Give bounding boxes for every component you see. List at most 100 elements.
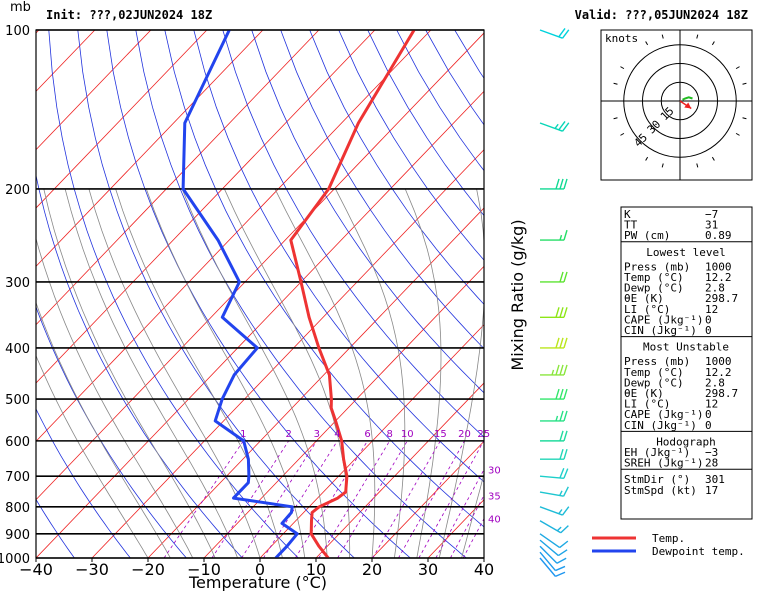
index-label: Temp (°C) — [624, 366, 684, 379]
index-label: StmSpd (kt) — [624, 484, 697, 497]
index-label: θE (K) — [624, 292, 664, 305]
index-value: 1000 — [705, 355, 732, 368]
wind-barb — [539, 539, 568, 557]
pressure-tick-label: 1000 — [0, 552, 30, 567]
sounding-profiles — [181, 30, 416, 558]
dry-adiabat — [338, 30, 484, 261]
index-value: 12.2 — [705, 271, 732, 284]
wind-barb-flag — [563, 388, 568, 400]
pressure-tick-label: 800 — [5, 501, 30, 516]
dry-adiabat — [251, 30, 484, 394]
wind-barb-flag — [559, 540, 569, 549]
wind-barb-flag — [558, 549, 568, 557]
mixing-ratio-line — [211, 440, 290, 558]
mixing-ratio-label: 6 — [364, 429, 370, 440]
wind-barb — [540, 430, 568, 442]
wind-barb-flag — [555, 307, 560, 318]
mixing-ratio-label: 10 — [401, 429, 414, 440]
mixing-ratio-label: 30 — [488, 466, 501, 477]
isotherm-line — [36, 30, 376, 384]
mixing-ratio-line — [418, 440, 484, 558]
index-label: StmDir (°) — [624, 473, 690, 486]
index-label: EH (Jkg⁻¹) — [624, 446, 690, 459]
pressure-tick-label: 600 — [5, 435, 30, 450]
temperature-tick-label: 40 — [474, 560, 494, 579]
pressure-unit-label: mb — [10, 0, 31, 15]
index-value: 12 — [705, 398, 718, 411]
wind-barb-flag — [559, 307, 564, 318]
wind-barb-flag — [558, 121, 566, 131]
indices-table-frame — [620, 206, 753, 520]
wind-barb-flag — [563, 430, 568, 442]
index-label: CAPE (Jkg⁻¹) — [624, 408, 703, 421]
wind-barb-flag — [563, 468, 569, 479]
wind-barb-half-flag — [556, 526, 562, 532]
moist-adiabat — [64, 188, 238, 558]
hodograph-tick — [613, 82, 618, 85]
pressure-tick-label: 700 — [5, 470, 30, 485]
mixing-ratio-label: 15 — [434, 429, 447, 440]
wind-barb-staff — [539, 533, 561, 549]
hodograph-tick — [735, 132, 740, 136]
moist-adiabat — [461, 472, 484, 558]
valid-time: Valid: ???,05JUN2024 18Z — [575, 8, 748, 22]
wind-barb — [539, 545, 567, 564]
hodograph-ring — [623, 44, 737, 158]
index-label: Press (mb) — [624, 260, 690, 273]
legend-temp-label: Temp. — [652, 532, 685, 545]
mixing-ratio-line — [398, 440, 465, 558]
wind-barb — [540, 388, 568, 400]
wind-barb-flag — [561, 29, 570, 39]
wind-barb — [540, 307, 568, 318]
wind-barb — [539, 533, 569, 549]
wind-barb-flag — [563, 178, 568, 190]
isotherm-line — [315, 382, 484, 558]
wind-barb — [540, 410, 568, 422]
hodograph-tick — [620, 66, 625, 70]
wind-barb-flag — [555, 565, 566, 572]
wind-barb-flag — [559, 337, 564, 349]
wind-barb-flag — [563, 337, 568, 349]
hodograph-tick — [645, 41, 649, 46]
hodograph-tick — [696, 163, 699, 168]
index-label: Dewp (°C) — [624, 282, 684, 295]
index-value: 0 — [705, 313, 712, 326]
index-value: −7 — [705, 208, 718, 221]
wind-barb-flag — [560, 525, 569, 534]
mixing-ratio-label: 3 — [314, 429, 320, 440]
hodograph-tick — [742, 117, 747, 120]
wind-barb — [539, 551, 566, 572]
temperature-tick-label: 10 — [306, 560, 326, 579]
wind-barb-staff — [539, 557, 556, 577]
wind-barb-flag — [555, 337, 560, 349]
wind-barb — [539, 121, 570, 132]
index-value: 28 — [705, 457, 718, 470]
wind-barb-flag — [563, 307, 568, 318]
temperature-tick-labels: −40 −30 −20 −10 0 10 20 30 40 — [19, 558, 494, 579]
dry-adiabat — [36, 408, 131, 558]
wind-barb — [540, 364, 568, 376]
hodograph-tick — [711, 156, 715, 161]
dry-adiabat — [193, 30, 484, 483]
storm-motion-arrowhead — [684, 102, 692, 109]
index-label: CAPE (Jkg⁻¹) — [624, 313, 703, 326]
temperature-tick-label: −20 — [131, 560, 165, 579]
index-label: θE (K) — [624, 387, 664, 400]
wind-barb — [540, 229, 568, 241]
wind-barb-half-flag — [558, 509, 563, 515]
dry-adiabat — [77, 30, 355, 558]
temperature-tick-label: −10 — [187, 560, 221, 579]
mixing-ratio-label: 35 — [488, 491, 501, 502]
index-value: 1000 — [705, 260, 732, 273]
mixing-ratio-label: 2 — [286, 429, 292, 440]
index-label: Dewp (°C) — [624, 376, 684, 389]
dewpoint-profile-line — [181, 30, 299, 558]
x-axis-title: Temperature (°C) — [188, 573, 327, 591]
wind-barb-flag — [559, 467, 565, 479]
wind-barb-staff — [539, 539, 559, 557]
temperature-profile-line — [289, 30, 416, 558]
wind-barb-flag — [559, 364, 564, 376]
init-time: Init: ???,02JUN2024 18Z — [46, 8, 212, 22]
temperature-tick-label: 20 — [362, 560, 382, 579]
